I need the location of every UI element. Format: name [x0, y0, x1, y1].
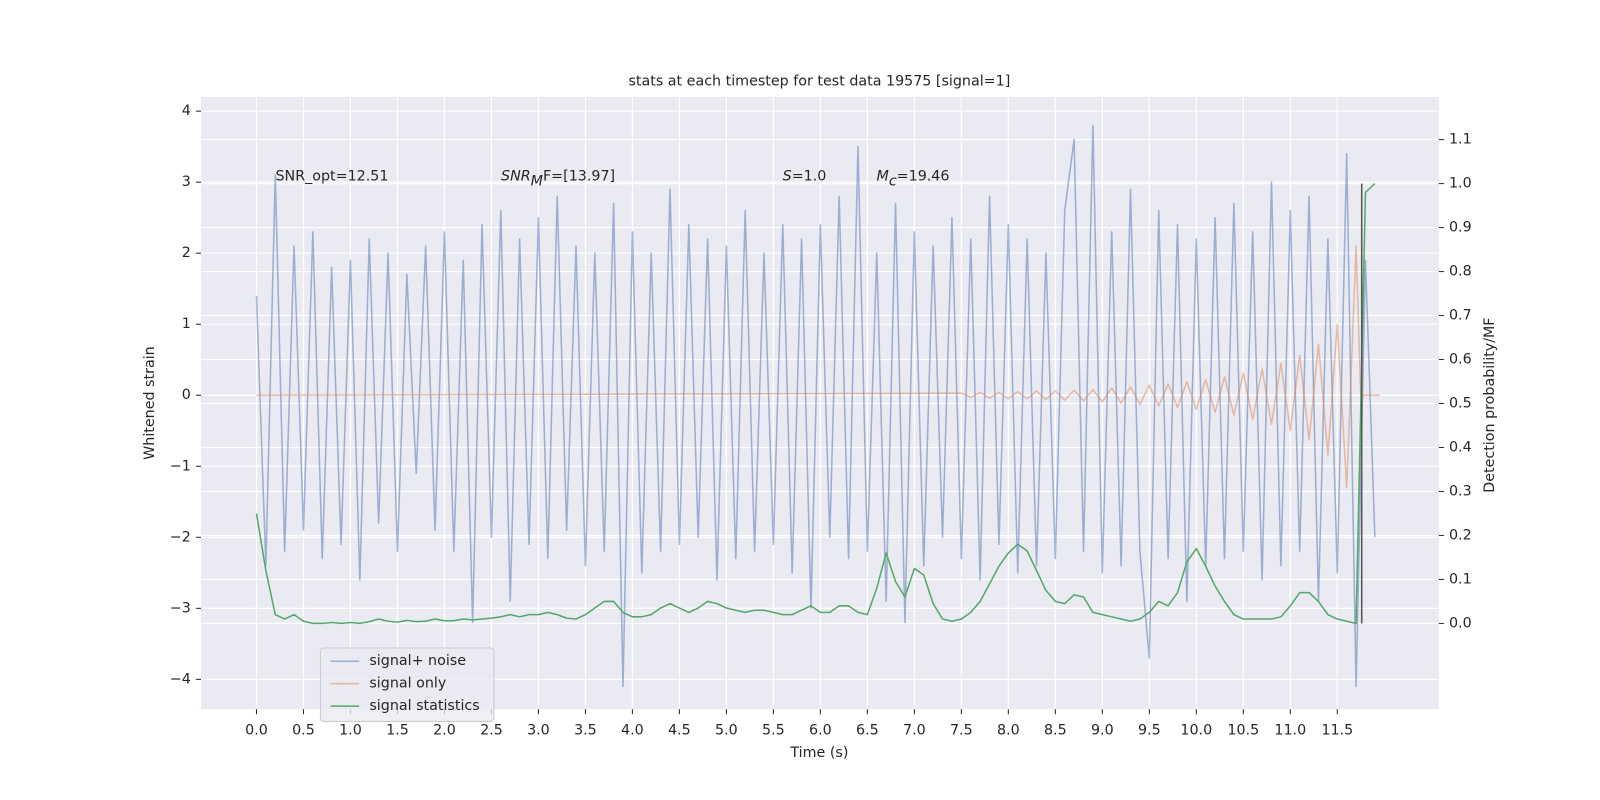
- legend-label: signal+ noise: [369, 653, 466, 669]
- y-tick-label: 2: [182, 245, 191, 261]
- x-tick-label: 7.0: [903, 723, 926, 739]
- x-tick-label: 11.0: [1274, 723, 1306, 739]
- y-tick-label: −1: [170, 458, 191, 474]
- annotation: SNR_opt=12.51: [276, 169, 389, 185]
- x-tick-label: 11.5: [1321, 723, 1353, 739]
- x-tick-label: 8.5: [1044, 723, 1067, 739]
- x-tick-label: 2.5: [480, 723, 503, 739]
- y2-tick-label: 0.1: [1449, 571, 1472, 587]
- x-tick-label: 9.5: [1138, 723, 1161, 739]
- y2-tick-label: 1.0: [1449, 176, 1472, 192]
- annotation-part: c: [889, 174, 897, 190]
- y2-tick-label: 0.6: [1449, 352, 1472, 368]
- y2-tick-label: 0.5: [1449, 396, 1472, 412]
- x-tick-label: 1.5: [386, 723, 409, 739]
- x-tick-label: 8.0: [997, 723, 1020, 739]
- y2-tick-label: 0.7: [1449, 308, 1472, 324]
- y-tick-label: 1: [182, 316, 191, 332]
- y2-tick-label: 0.2: [1449, 527, 1472, 543]
- y2-tick-label: 0.4: [1449, 439, 1472, 455]
- annotation-part: M: [531, 174, 543, 190]
- annotation: S=1.0: [783, 169, 827, 185]
- y-tick-label: 3: [182, 174, 191, 190]
- chart-title: stats at each timestep for test data 195…: [628, 74, 1010, 90]
- series-line: [255, 124, 1376, 688]
- legend-label: signal only: [369, 676, 446, 692]
- y2-tick-label: 0.9: [1449, 220, 1472, 236]
- x-tick-label: 1.0: [339, 723, 362, 739]
- annotation-part: S: [783, 169, 792, 185]
- y2-tick-label: 0.3: [1449, 483, 1472, 499]
- x-tick-label: 5.0: [715, 723, 738, 739]
- x-tick-label: 9.0: [1091, 723, 1114, 739]
- y2-tick-label: 1.1: [1449, 132, 1472, 148]
- annotation-part: SNR_opt=12.51: [276, 169, 389, 185]
- legend-label: signal statistics: [369, 698, 479, 714]
- x-tick-label: 0.5: [292, 723, 315, 739]
- annotation: Mc=19.46: [877, 169, 950, 190]
- x-tick-label: 10.5: [1227, 723, 1259, 739]
- x-tick-label: 4.0: [621, 723, 644, 739]
- y2-axis-label: Detection probability/MF: [1482, 317, 1498, 492]
- x-tick-label: 4.5: [668, 723, 691, 739]
- annotation-part: SNR: [501, 169, 531, 185]
- y2-tick-label: 0.0: [1449, 615, 1472, 631]
- x-tick-label: 5.5: [762, 723, 785, 739]
- x-tick-label: 6.5: [856, 723, 879, 739]
- y2-tick-label: 0.8: [1449, 264, 1472, 280]
- series-line: [255, 183, 1376, 625]
- legend-box: [319, 647, 495, 722]
- x-tick-label: 10.0: [1180, 723, 1212, 739]
- x-tick-label: 3.5: [574, 723, 597, 739]
- y-tick-label: 4: [182, 103, 191, 119]
- x-tick-label: 3.0: [527, 723, 550, 739]
- series-line: [256, 245, 1380, 489]
- x-tick-label: 2.0: [433, 723, 456, 739]
- x-tick-label: 6.0: [809, 723, 832, 739]
- annotation-part: F=[13.97]: [543, 169, 615, 185]
- x-tick-label: 7.5: [950, 723, 973, 739]
- y-tick-label: 0: [182, 387, 191, 403]
- y-tick-label: −3: [170, 600, 191, 616]
- annotation-part: =19.46: [897, 169, 950, 185]
- annotation: SNRMF=[13.97]: [501, 169, 615, 190]
- x-tick-label: 0.0: [245, 723, 268, 739]
- x-axis-label: Time (s): [789, 745, 848, 761]
- y-tick-label: −4: [170, 671, 191, 687]
- annotation-part: M: [877, 169, 889, 185]
- y-axis-label: Whitened strain: [142, 346, 158, 460]
- y-tick-label: −2: [170, 529, 191, 545]
- annotation-part: =1.0: [792, 169, 827, 185]
